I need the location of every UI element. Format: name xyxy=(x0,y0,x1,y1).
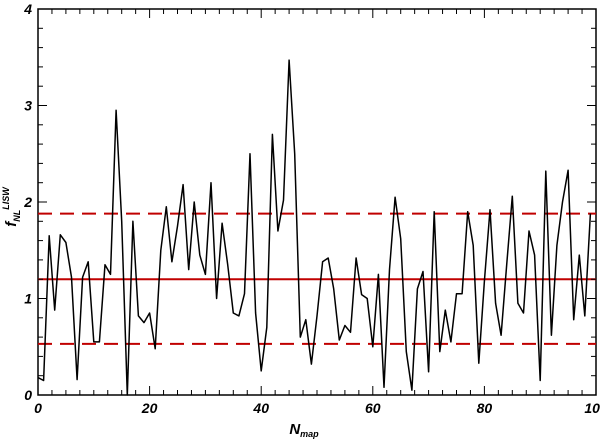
y-tick-label: 4 xyxy=(23,1,32,17)
x-tick-label: 20 xyxy=(141,400,158,416)
x-tick-label: 60 xyxy=(365,400,381,416)
svg-text:fNLLISW: fNLLISW xyxy=(1,186,22,227)
series-line xyxy=(37,59,592,396)
y-tick-label: 2 xyxy=(23,194,32,210)
x-tick-label: 0 xyxy=(34,400,42,416)
x-tick-label: 100 xyxy=(584,400,600,416)
y-axis-label-sup: LISW xyxy=(1,186,11,210)
y-axis-label-main: f xyxy=(3,220,20,227)
y-axis-label-sub: NL xyxy=(12,210,22,222)
x-tick-label: 40 xyxy=(252,400,269,416)
y-tick-label: 1 xyxy=(24,291,32,307)
y-axis-ticks: 0 1 2 3 4 xyxy=(23,1,596,403)
y-tick-label: 0 xyxy=(24,387,32,403)
x-axis-label-main: N xyxy=(289,421,301,438)
y-tick-label: 3 xyxy=(24,98,32,114)
x-tick-label: 80 xyxy=(477,400,493,416)
x-axis-ticks: 0 20 40 60 80 100 xyxy=(34,9,600,416)
x-axis-label-sub: map xyxy=(300,429,319,439)
x-axis-label: Nmap xyxy=(289,421,319,439)
y-axis-label: fNLLISW xyxy=(1,186,22,227)
